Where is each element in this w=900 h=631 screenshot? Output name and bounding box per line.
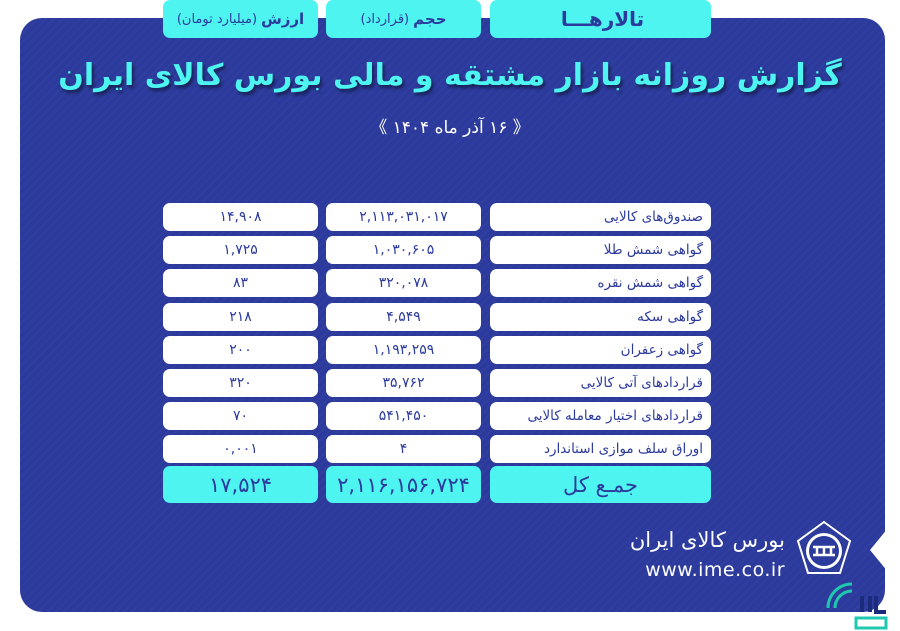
hall-name: گواهی شمش طلا: [490, 236, 711, 265]
kala-khabar-watermark-icon: [826, 582, 888, 630]
hall-name: صندوق‌های کالایی: [490, 203, 711, 231]
header-halls: تالارهـــا: [490, 0, 711, 38]
volume-cell: ۱,۰۳۰,۶۰۵: [326, 236, 481, 265]
total-label: جمـع کل: [490, 466, 711, 503]
volume-cell: ۴: [326, 435, 481, 464]
total-value: ۱۷,۵۲۴: [163, 466, 318, 503]
header-volume-unit: (قرارداد): [360, 11, 410, 27]
header-halls-label: تالارهـــا: [560, 7, 645, 31]
volume-cell: ۱,۱۹۳,۲۵۹: [326, 335, 481, 364]
value-cell: ۲۱۸: [163, 302, 318, 331]
value-cell: ۷۰: [163, 402, 318, 431]
volume-cell: ۳۵,۷۶۲: [326, 369, 481, 397]
value-cell: ۳۲۰: [163, 369, 318, 397]
volume-cell: ۵۴۱,۴۵۰: [326, 402, 481, 431]
hall-name: گواهی سکه: [490, 302, 711, 331]
header-value-label: ارزش: [261, 10, 305, 28]
panel-notch: [870, 528, 888, 572]
volume-cell: ۲,۱۱۳,۰۳۱,۰۱۷: [326, 203, 481, 231]
value-cell: ۸۳: [163, 269, 318, 298]
header-volume: حجم (قرارداد): [326, 0, 481, 38]
header-volume-label: حجم: [413, 10, 447, 28]
hall-name: گواهی زعفران: [490, 335, 711, 364]
volume-cell: ۴,۵۴۹: [326, 302, 481, 331]
hall-name: قراردادهای آتی کالایی: [490, 369, 711, 397]
header-value-unit: (میلیارد تومان): [176, 11, 258, 27]
hall-name: گواهی شمش نقره: [490, 269, 711, 298]
hall-name: قراردادهای اختیار معامله کالایی: [490, 402, 711, 431]
value-cell: ۱۴,۹۰۸: [163, 203, 318, 231]
header-value: ارزش (میلیارد تومان): [163, 0, 318, 38]
total-volume: ۲,۱۱۶,۱۵۶,۷۲۴: [326, 466, 481, 503]
page-title: گزارش روزانه بازار مشتقه و مالی بورس کال…: [58, 58, 842, 93]
website-link[interactable]: www.ime.co.ir: [645, 559, 785, 581]
hall-name: اوراق سلف موازی استاندارد: [490, 435, 711, 464]
value-cell: ۲۰۰: [163, 335, 318, 364]
ime-logo-icon: [796, 520, 852, 574]
brand-name: بورس کالای ایران: [629, 528, 785, 552]
report-date: 《 ۱۶ آذر ماه ۱۴۰۴ 》: [370, 118, 530, 138]
volume-cell: ۳۲۰,۰۷۸: [326, 269, 481, 298]
value-cell: ۰,۰۰۱: [163, 435, 318, 464]
value-cell: ۱,۷۲۵: [163, 236, 318, 265]
